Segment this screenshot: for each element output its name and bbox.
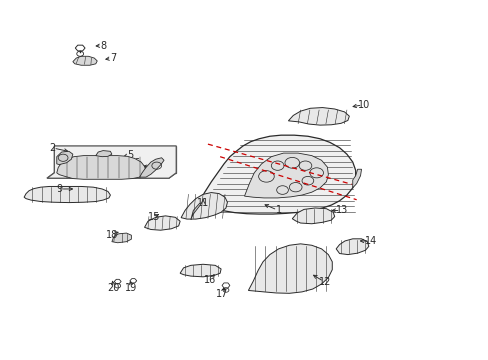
Polygon shape [180, 264, 221, 277]
Polygon shape [75, 45, 85, 51]
Polygon shape [47, 173, 176, 178]
Polygon shape [248, 244, 331, 293]
Text: 2: 2 [49, 143, 55, 153]
Polygon shape [288, 108, 348, 125]
Polygon shape [73, 56, 97, 65]
Polygon shape [112, 233, 131, 243]
Text: 10: 10 [357, 100, 369, 110]
Polygon shape [352, 169, 361, 188]
Polygon shape [292, 208, 334, 224]
Text: 7: 7 [109, 53, 116, 63]
Text: 14: 14 [365, 236, 377, 246]
Polygon shape [181, 193, 227, 219]
Text: 1: 1 [275, 206, 281, 216]
Text: 15: 15 [148, 212, 160, 221]
Polygon shape [144, 216, 180, 230]
Polygon shape [114, 279, 121, 284]
Text: 16: 16 [204, 275, 216, 285]
Text: 12: 12 [318, 277, 330, 287]
Text: 20: 20 [107, 283, 120, 293]
Text: 4: 4 [148, 162, 155, 172]
Polygon shape [130, 279, 137, 283]
Text: 11: 11 [197, 198, 209, 208]
Text: 17: 17 [216, 289, 228, 299]
Text: 19: 19 [125, 283, 137, 293]
Polygon shape [57, 151, 73, 165]
Polygon shape [140, 158, 163, 177]
Text: 5: 5 [126, 150, 133, 160]
Polygon shape [57, 156, 146, 179]
Polygon shape [47, 146, 176, 178]
Polygon shape [335, 239, 368, 255]
Text: 3: 3 [88, 158, 94, 168]
Polygon shape [190, 135, 355, 220]
Text: 6: 6 [133, 158, 139, 168]
Text: 18: 18 [105, 230, 118, 239]
Polygon shape [222, 283, 229, 288]
Polygon shape [244, 153, 328, 198]
Text: 9: 9 [56, 184, 62, 194]
Polygon shape [24, 186, 110, 203]
Polygon shape [54, 146, 176, 173]
Text: 8: 8 [100, 41, 106, 50]
Polygon shape [190, 203, 201, 220]
Text: 13: 13 [335, 206, 347, 216]
Polygon shape [96, 150, 112, 157]
